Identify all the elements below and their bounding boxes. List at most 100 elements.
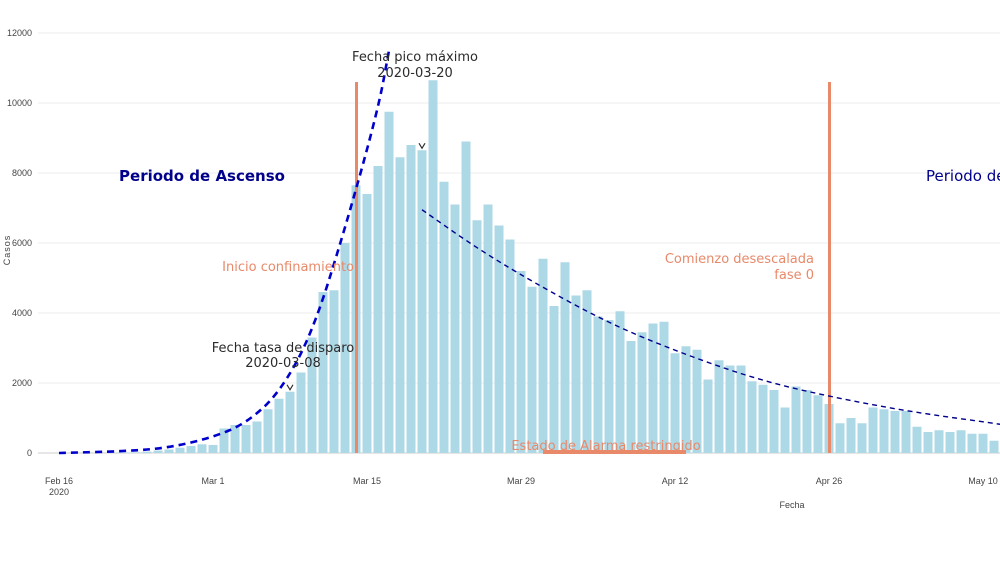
bar — [714, 360, 724, 453]
bar — [582, 290, 592, 453]
bar — [384, 111, 394, 453]
bar — [373, 166, 383, 453]
peak-arrow — [418, 142, 426, 150]
x-tick-label: Feb 16 — [45, 476, 73, 486]
bar — [549, 306, 559, 453]
x-tick-label: May 10 — [968, 476, 998, 486]
bar — [472, 220, 482, 453]
y-tick-label: 2000 — [12, 378, 32, 388]
rate-annotation-line1: Fecha tasa de disparo — [212, 341, 354, 356]
x-tick-label: Apr 26 — [816, 476, 843, 486]
bar — [450, 204, 460, 453]
x-tick-label: Mar 15 — [353, 476, 381, 486]
bar — [230, 425, 240, 453]
x-tick-year: 2020 — [49, 487, 69, 497]
peak-annotation-line2: 2020-03-20 — [377, 66, 453, 81]
bar — [604, 320, 614, 453]
bar — [769, 390, 779, 453]
bar — [307, 337, 317, 453]
bar — [758, 384, 768, 453]
y-tick-label: 6000 — [12, 238, 32, 248]
bar — [659, 321, 669, 453]
x-tick-label: Mar 1 — [201, 476, 224, 486]
bar — [197, 444, 207, 453]
rate-arrow — [286, 384, 294, 391]
lockdown-start-label: Inicio confinamiento — [222, 260, 354, 275]
bar — [648, 323, 658, 453]
bar — [417, 150, 427, 453]
bar — [637, 332, 647, 453]
trend-lines — [58, 50, 1000, 455]
bar — [274, 398, 284, 453]
bar — [890, 411, 900, 453]
bar — [505, 239, 515, 453]
annotation-arrows — [286, 142, 426, 391]
bar — [868, 407, 878, 453]
bar — [978, 433, 988, 453]
bar — [527, 286, 537, 453]
bar — [967, 433, 977, 453]
bar — [681, 346, 691, 453]
bar — [670, 353, 680, 453]
bar — [395, 157, 405, 453]
deescalation-label-line2: fase 0 — [774, 268, 814, 283]
vertical-event-lines — [355, 82, 831, 453]
ascent-period-label: Periodo de Ascenso — [119, 167, 285, 185]
descent-trend-line — [421, 209, 1000, 425]
bar — [296, 372, 306, 453]
bar — [208, 444, 218, 453]
bar — [615, 311, 625, 453]
bar — [153, 450, 163, 453]
bar — [285, 391, 295, 453]
bar — [945, 432, 955, 453]
bar — [956, 430, 966, 453]
bar — [725, 365, 735, 453]
peak-annotation-line1: Fecha pico máximo — [352, 50, 478, 65]
bar — [703, 379, 713, 453]
bar — [483, 204, 493, 453]
bar — [252, 421, 262, 453]
bar — [626, 341, 636, 453]
bar — [560, 262, 570, 453]
bar — [813, 395, 823, 453]
x-tick-label: Apr 12 — [662, 476, 689, 486]
bar — [571, 295, 581, 453]
bar — [747, 381, 757, 453]
bar — [142, 451, 152, 453]
bar — [461, 141, 471, 453]
bar — [901, 411, 911, 453]
bar — [186, 446, 196, 453]
bar — [439, 181, 449, 453]
bar — [912, 426, 922, 453]
bar — [835, 423, 845, 453]
ascent-trend-line — [58, 50, 391, 455]
bar — [175, 447, 185, 453]
bar — [923, 432, 933, 453]
bar — [846, 418, 856, 453]
bar — [131, 452, 141, 453]
bar — [802, 390, 812, 453]
y-tick-label: 12000 — [7, 28, 32, 38]
y-tick-label: 10000 — [7, 98, 32, 108]
alarm-state-label: Estado de Alarma restringido — [511, 439, 700, 454]
rate-annotation-line2: 2020-03-08 — [245, 356, 321, 371]
bar — [263, 409, 273, 453]
y-tick-label: 4000 — [12, 308, 32, 318]
bar — [329, 290, 339, 453]
y-axis-title: Casos — [2, 235, 12, 266]
y-tick-label: 8000 — [12, 168, 32, 178]
bar — [318, 292, 328, 453]
bar — [593, 316, 603, 453]
bar — [362, 194, 372, 453]
deescalation-label-line1: Comienzo desescalada — [665, 252, 814, 267]
bar — [428, 80, 438, 453]
bar — [857, 423, 867, 453]
bar — [538, 258, 548, 453]
bar — [241, 425, 251, 453]
bar — [791, 386, 801, 453]
x-axis-title: Fecha — [779, 500, 804, 510]
bar — [879, 409, 889, 453]
bar — [406, 145, 416, 453]
descent-period-label: Periodo de — [926, 167, 1000, 185]
